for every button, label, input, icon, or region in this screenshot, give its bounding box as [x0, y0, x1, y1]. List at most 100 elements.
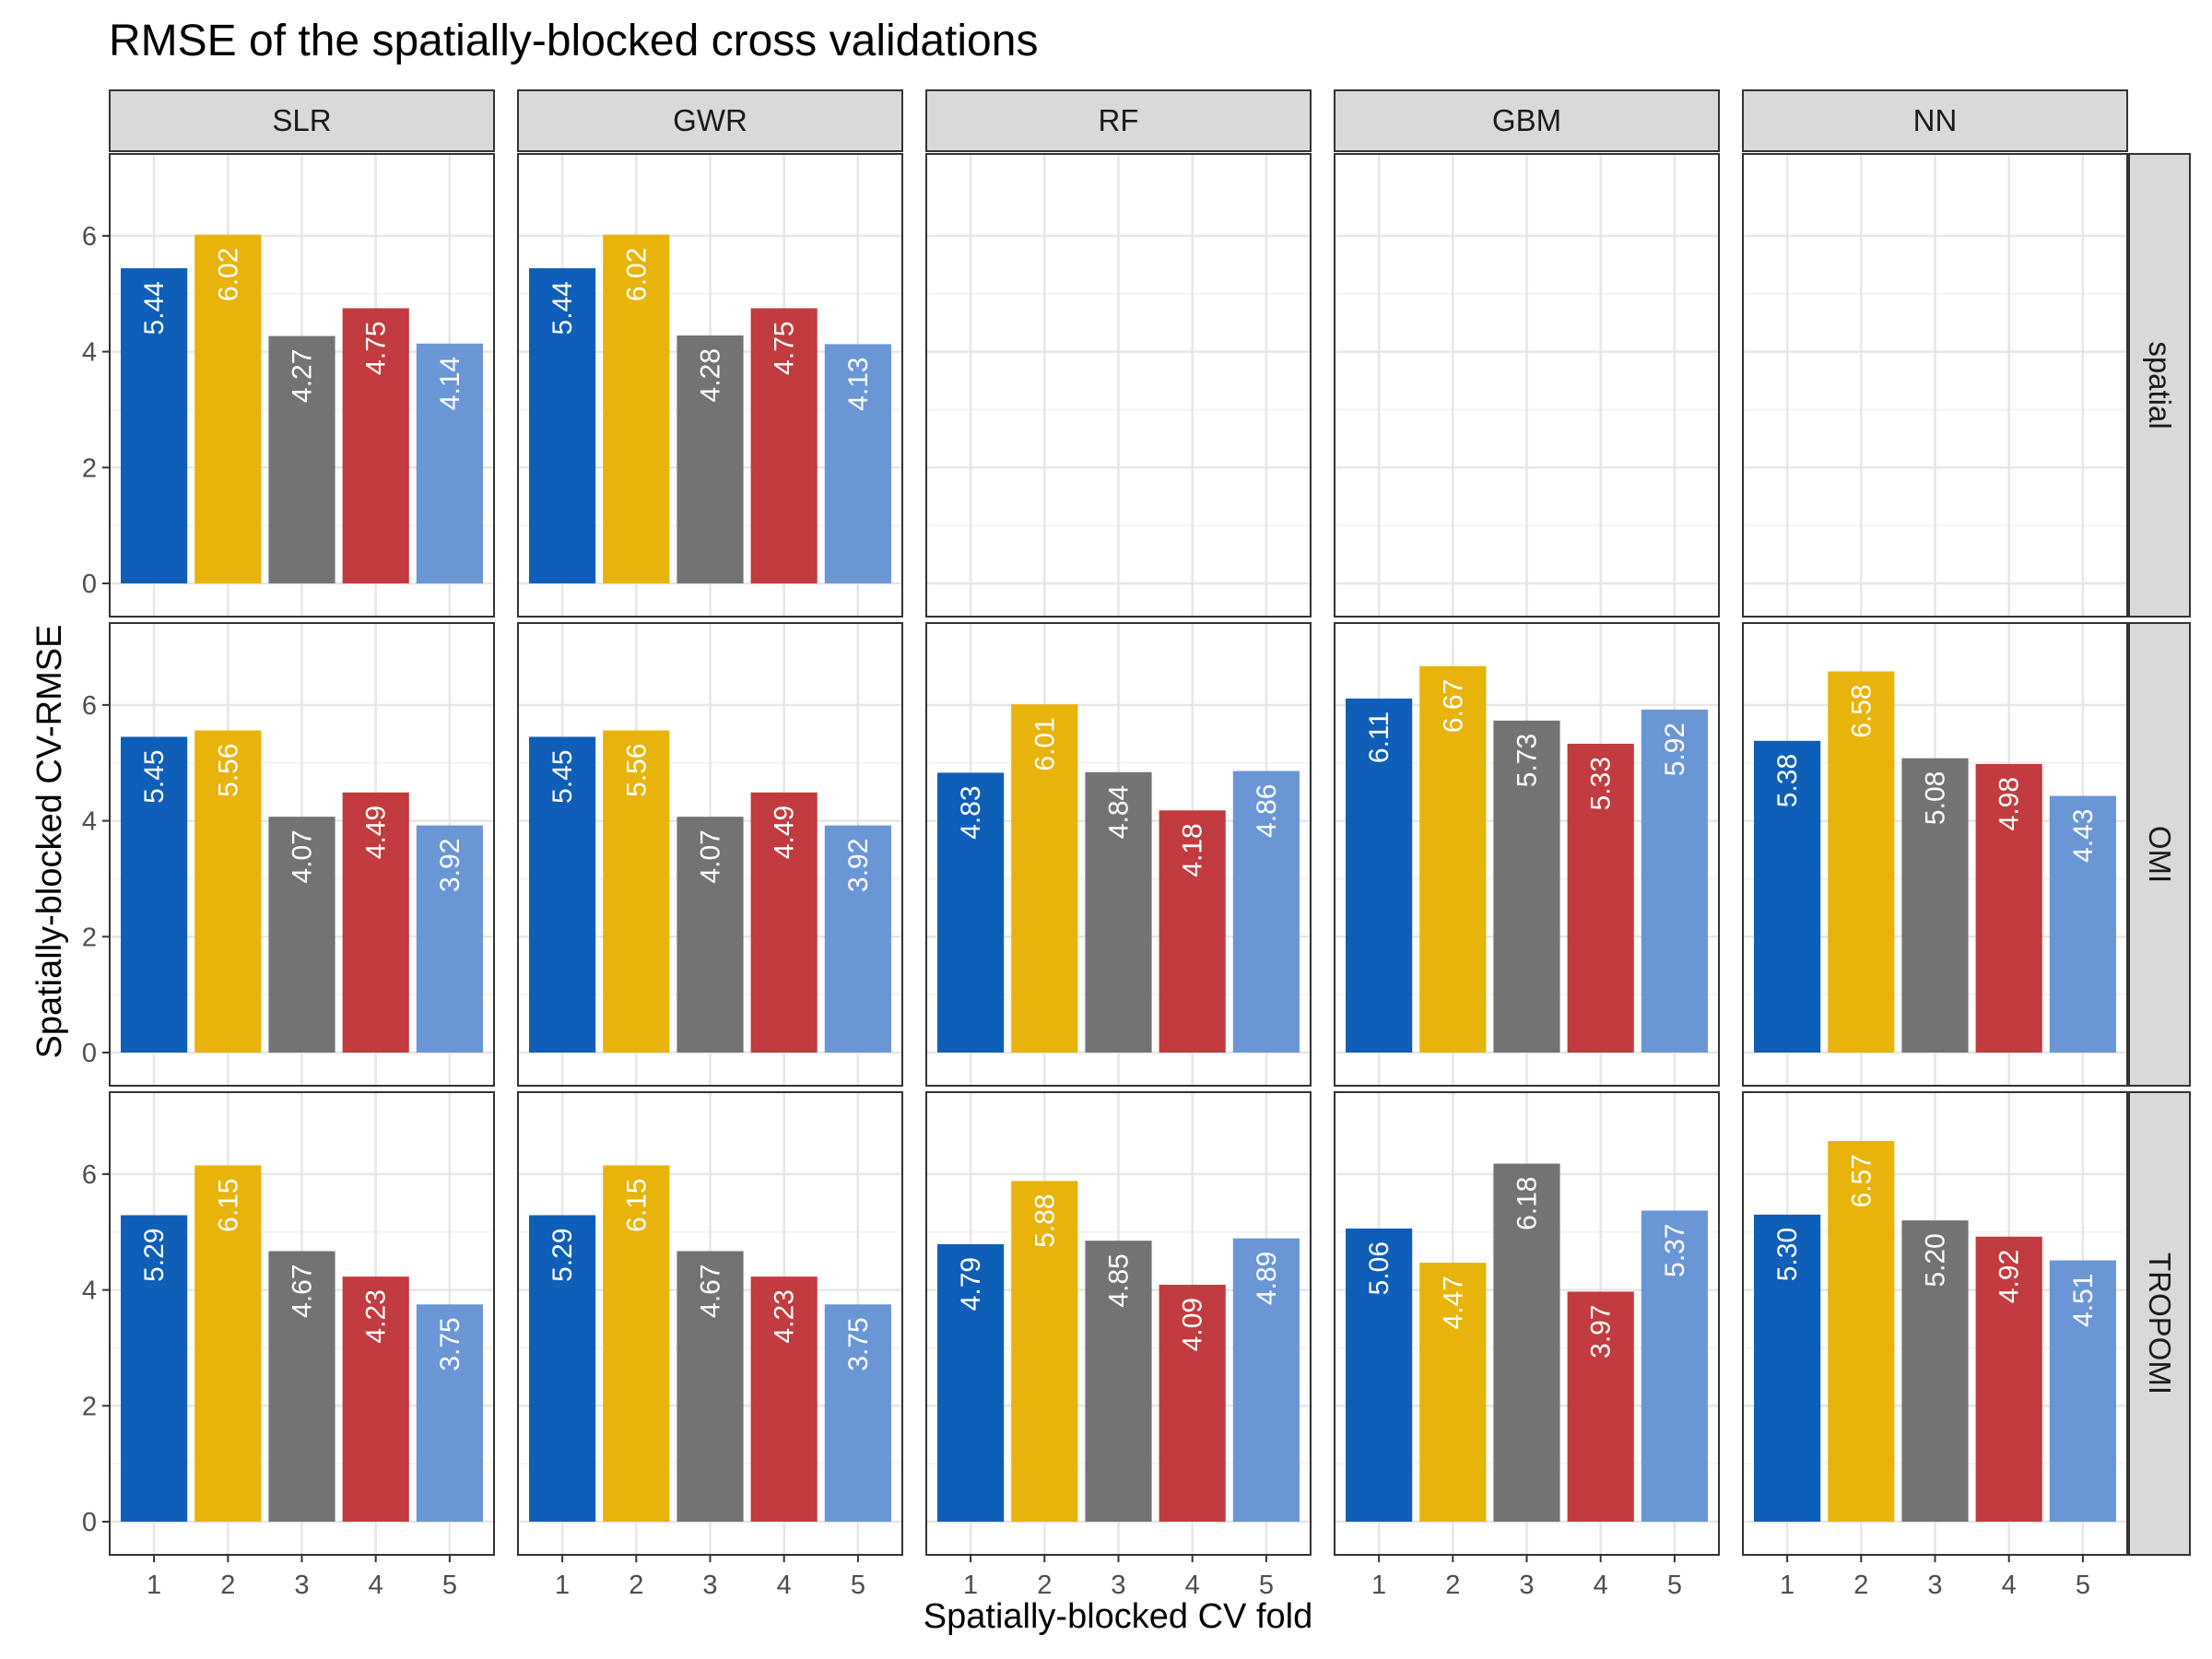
bar: [1493, 1163, 1560, 1522]
bar-value-label: 4.09: [1178, 1298, 1208, 1351]
bar-value-label: 4.75: [361, 321, 392, 374]
bar-value-label: 4.23: [770, 1289, 800, 1343]
panel-border: [517, 153, 903, 618]
bar: [268, 1251, 335, 1522]
x-tick-label: 3: [1111, 1571, 1125, 1600]
panel-spatial-slr: 5.44 6.02 4.27 4.75 4.14: [109, 153, 495, 618]
panel-spatial-nn: [1742, 153, 2128, 618]
bar: [1159, 1284, 1226, 1522]
bar-value-label: 6.01: [1030, 717, 1060, 771]
x-tick-label: 2: [629, 1571, 643, 1600]
bar: [1011, 1181, 1078, 1522]
y-tick-label: 0: [82, 1508, 97, 1537]
bar: [1346, 1228, 1413, 1522]
x-tick-label: 4: [1594, 1571, 1608, 1600]
bar: [1567, 743, 1634, 1053]
bar-value-label: 6.18: [1512, 1177, 1543, 1230]
bar: [1828, 671, 1895, 1053]
x-tick-label: 5: [1259, 1571, 1274, 1600]
bar: [1567, 1291, 1634, 1522]
bar: [121, 736, 188, 1053]
x-tick-label: 1: [555, 1571, 570, 1600]
bar: [416, 343, 483, 583]
bar-value-label: 4.14: [435, 357, 465, 410]
facet-strip-label: SLR: [272, 103, 331, 137]
bar: [1754, 1214, 1821, 1522]
x-tick-label: 3: [294, 1571, 309, 1600]
bar: [2049, 795, 2116, 1053]
panel-border: [109, 153, 495, 618]
panel-border: [1334, 153, 1720, 618]
facet-strip-label: RF: [1099, 103, 1139, 137]
bar: [1975, 1236, 2042, 1522]
bar: [1641, 1210, 1708, 1522]
bar: [416, 825, 483, 1053]
panel-omi-gbm: 6.11 6.67 5.73 5.33 5.92: [1334, 622, 1720, 1087]
panel-border: [925, 153, 1312, 618]
bar: [121, 268, 188, 583]
panel-border: [1334, 622, 1720, 1087]
bar-value-label: 4.51: [2068, 1274, 2099, 1327]
facet-strip-gwr: [517, 89, 903, 152]
facet-strip-rf: [925, 89, 1312, 152]
y-tick-label: 2: [82, 923, 97, 952]
bar-value-label: 6.67: [1438, 679, 1468, 733]
bar-value-label: 4.86: [1252, 784, 1282, 838]
bar-value-label: 6.15: [213, 1178, 243, 1231]
x-tick-label: 2: [1853, 1571, 1868, 1600]
bar-value-label: 4.79: [956, 1257, 986, 1311]
bar: [1754, 740, 1821, 1053]
panel-tropomi-nn: 5.30 6.57 5.20 4.92 4.51: [1742, 1091, 2128, 1556]
bar-value-label: 4.49: [361, 806, 392, 859]
panel-omi-gwr: 5.45 5.56 4.07 4.49 3.92: [517, 622, 903, 1087]
bar-value-label: 4.43: [2068, 809, 2099, 863]
bar: [750, 1277, 818, 1522]
bar: [1085, 771, 1152, 1053]
bar: [677, 1251, 744, 1522]
bar: [2049, 1260, 2116, 1522]
bar-value-label: 6.58: [1846, 684, 1877, 737]
bar: [1346, 698, 1413, 1053]
bar: [342, 792, 409, 1053]
x-axis-title: Spatially-blocked CV fold: [924, 1597, 1312, 1636]
bar-value-label: 5.88: [1030, 1194, 1060, 1247]
bar: [529, 736, 596, 1053]
bar: [1493, 720, 1560, 1053]
bar-value-label: 5.44: [139, 281, 170, 335]
panel-tropomi-gwr: 5.29 6.15 4.67 4.23 3.75: [517, 1091, 903, 1556]
bar-value-label: 4.27: [288, 349, 318, 403]
bar-value-label: 6.15: [621, 1178, 652, 1231]
facet-strip-gbm: [1334, 89, 1720, 152]
x-tick-label: 4: [2002, 1571, 2017, 1600]
y-tick-label: 0: [82, 1039, 97, 1068]
bar: [529, 268, 596, 583]
x-tick-label: 4: [1185, 1571, 1200, 1600]
y-tick-label: 2: [82, 453, 97, 483]
panel-tropomi-gbm: 5.06 4.47 6.18 3.97 5.37: [1334, 1091, 1720, 1556]
x-tick-label: 3: [1927, 1571, 1942, 1600]
panel-tropomi-slr: 5.29 6.15 4.67 4.23 3.75: [109, 1091, 495, 1556]
x-tick-label: 1: [147, 1571, 161, 1600]
bar-value-label: 4.23: [361, 1289, 392, 1343]
y-tick-label: 2: [82, 1392, 97, 1421]
bar: [677, 335, 744, 583]
bar: [1085, 1241, 1152, 1522]
facet-strip-tropomi: [2128, 1091, 2191, 1556]
bar-value-label: 5.33: [1586, 757, 1617, 810]
bar: [603, 730, 670, 1053]
panel-border: [1742, 622, 2128, 1087]
panel-border: [925, 622, 1312, 1087]
y-tick-label: 4: [82, 1277, 97, 1306]
bar-value-label: 3.92: [843, 839, 874, 892]
bar-value-label: 4.84: [1104, 785, 1135, 839]
bar-value-label: 4.07: [696, 830, 726, 883]
panel-spatial-gwr: 5.44 6.02 4.28 4.75 4.13: [517, 153, 903, 618]
facet-strip-label: spatial: [2143, 341, 2177, 429]
bar-value-label: 4.83: [956, 785, 986, 839]
facet-strip-nn: [1742, 89, 2128, 152]
bar-value-label: 4.13: [843, 357, 874, 410]
x-tick-label: 4: [369, 1571, 383, 1600]
bar-value-label: 3.75: [843, 1317, 874, 1371]
bar-value-label: 3.75: [435, 1317, 465, 1371]
bar-value-label: 5.45: [139, 749, 170, 803]
